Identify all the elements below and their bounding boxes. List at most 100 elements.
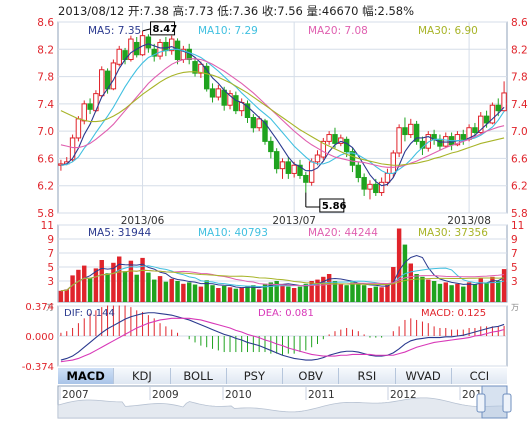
candle-body [227,93,233,106]
volume-legend-0: MA5: 31944 [88,227,152,239]
volume-ma10-line [60,265,505,292]
volume-bar [163,281,169,302]
candle-body [233,95,239,112]
candle-body [87,103,93,110]
volume-bar [309,281,314,302]
volume-bar [385,283,390,302]
volume-bar [87,278,93,302]
candle-body [268,140,274,153]
volume-bar [82,265,87,302]
candle-body [157,41,163,57]
price-tick-label-right: 8.6 [511,17,528,29]
volume-bar [361,285,367,302]
timeline-navigator[interactable]: 2007 2009 2010 2011 2012 201 [57,385,512,419]
volume-unit-right: 万 [511,303,519,312]
price-tick-label-right: 6.2 [511,181,528,193]
volume-bar [76,269,81,302]
timeline-year-label: 2009 [152,389,179,401]
price-legend-0: MA5: 7.35 [88,25,141,37]
volume-ma30-line [60,269,505,292]
volume-bar [373,286,379,302]
volume-bar [321,276,326,302]
volume-bar [286,286,291,302]
quote-date: 2013/08/12 [58,4,125,18]
price-tick-label-left: 8.2 [37,44,54,56]
candle-body [297,164,303,176]
volume-legend-1: MA10: 40793 [198,227,268,239]
price-ma20-line [60,58,505,168]
candle-body [355,164,362,179]
candle-body [116,48,122,65]
tab-wvad[interactable]: WVAD [395,368,452,384]
candle-body [314,154,321,163]
volume-bar [151,279,157,302]
price-tick-label-right: 7.0 [511,126,528,138]
quote-header: 2013/08/12 开:7.38 高:7.73 低:7.36 收:7.56 量… [58,3,414,19]
volume-bar [262,283,268,302]
volume-bar [344,285,349,302]
volume-bar [501,269,507,302]
tab-macd[interactable]: MACD [58,368,115,384]
date-label: 2013/08 [447,215,491,227]
volume-bar [186,282,192,302]
candle-body [198,63,204,74]
macd-dif-line [60,312,505,361]
volume-tick-label-right: 7 [511,248,518,260]
volume-bar [210,285,215,302]
indicator-tabs: MACD KDJ BOLL PSY OBV RSI WVAD CCI [58,368,507,384]
high-callout-leader [142,28,151,32]
candle-body [279,161,286,170]
low-callout-label: 5.86 [322,201,347,212]
timeline-year-label: 2007 [62,389,89,401]
volume-bar [256,289,262,302]
candle-body [81,103,87,122]
timeline-left-handle [476,393,486,413]
volume-bar [426,279,431,302]
price-ma10-line [60,48,505,174]
quote-close: 收:7.56 [261,4,303,18]
timeline-right-handle [502,393,512,413]
price-tick-label-right: 5.8 [511,208,528,220]
volume-tick-label-left: 7 [47,248,54,260]
volume-tick-label-right: 3 [511,276,518,288]
macd-panel: 0.374 0.000 -0.374 DIF: 0.144 DEA: 0.081 MACD… [22,302,508,373]
price-tick-label-left: 7.4 [37,99,54,111]
volume-bar [169,278,174,302]
volume-bar [268,282,274,302]
volume-bar [274,281,279,302]
timeline-overview-area [57,397,508,419]
volume-bar [233,288,239,302]
volume-panel: 11 11 9 9 7 7 5 5 3 3 万 万 MA5: 31944 MA10: 40793 MA20:… [41,220,525,312]
volume-bar [414,274,419,302]
volume-bar [245,286,250,302]
volume-bar [204,280,209,302]
volume-bar [280,285,285,302]
candle-body [262,120,268,142]
tab-cci[interactable]: CCI [451,368,507,384]
volume-bar [239,288,244,302]
candle-body [151,48,157,57]
volume-bar [478,278,483,302]
tab-rsi[interactable]: RSI [339,368,396,384]
volume-bar [291,288,297,302]
candle-body [209,88,216,98]
candle-body [291,164,297,174]
candle-body [215,88,222,98]
volume-bar [192,284,198,302]
tab-boll[interactable]: BOLL [170,368,227,384]
volume-bar [326,274,332,302]
volume-bar [484,282,489,302]
candle-body [332,134,338,144]
volume-tick-label-left: 3 [47,276,54,288]
price-legend-1: MA10: 7.29 [198,25,258,37]
tab-obv[interactable]: OBV [283,368,340,384]
tab-psy[interactable]: PSY [226,368,283,384]
tab-kdj[interactable]: KDJ [114,368,171,384]
volume-bar [496,281,501,302]
price-tick-label-left: 7.8 [37,72,54,84]
candle-body [443,136,449,147]
volume-bar [367,288,373,302]
volume-bar [58,290,64,302]
price-legend-2: MA20: 7.08 [308,25,368,37]
candle-body [285,161,292,174]
